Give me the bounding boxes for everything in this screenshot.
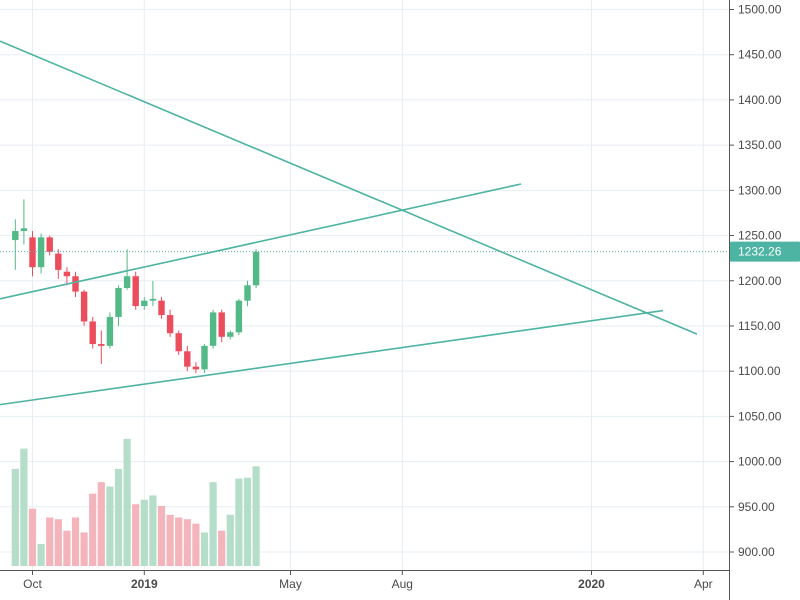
x-tick-label: May [279, 577, 302, 591]
y-tick-label: 1300.00 [738, 183, 782, 197]
volume-bar [132, 504, 140, 566]
volume-bar [157, 505, 166, 566]
candle-body [209, 312, 217, 346]
candle-body [46, 237, 53, 252]
candle-body [115, 287, 122, 317]
candle-body [218, 312, 225, 337]
y-tick-label: 1500.00 [738, 3, 782, 17]
axes: 1500.00 1450.00 1400.00 1350.00 1300.00 1250.… [0, 0, 782, 600]
y-tick-label: 1050.00 [738, 409, 782, 423]
candle-body [184, 351, 191, 367]
candle-body [106, 316, 114, 346]
volume-bar [200, 532, 209, 566]
volume-bar [218, 530, 226, 566]
trendline[interactable] [0, 309, 664, 406]
volume-bar [166, 514, 174, 566]
volume-bar [106, 486, 114, 566]
volume-bar [80, 532, 88, 566]
candle-body [244, 285, 251, 301]
volume-bar [28, 508, 37, 566]
y-tick-label: 900.00 [738, 545, 775, 559]
candle-body [72, 276, 79, 292]
volume-bar [243, 477, 252, 566]
candle-body [29, 237, 36, 268]
volume-bar [11, 468, 19, 566]
y-tick-label: 1200.00 [738, 274, 782, 288]
volume-bar [97, 482, 105, 566]
grid [0, 0, 729, 570]
last-price-tag: 1232.26 [730, 241, 800, 262]
x-tick-label: 2020 [578, 577, 605, 591]
volume-bar [46, 517, 54, 566]
candle-body [166, 315, 174, 334]
y-tick-label: 1000.00 [738, 455, 782, 469]
last-price-label: 1232.26 [738, 245, 782, 259]
volume-bar [123, 438, 131, 566]
volume-bar [252, 466, 260, 566]
candle-body [132, 276, 139, 307]
volume-bar [226, 514, 234, 566]
candle-body [123, 276, 131, 288]
y-tick-label: 950.00 [738, 500, 775, 514]
y-tick-label: 1450.00 [738, 48, 782, 62]
y-tick-label: 1350.00 [738, 138, 782, 152]
volume-bar [54, 519, 62, 566]
y-tick-label: 1150.00 [738, 319, 781, 333]
candle-body [235, 300, 243, 333]
volume-bar [183, 519, 191, 566]
volume-bar [192, 523, 200, 566]
candle-body [80, 291, 88, 322]
candle-body [149, 298, 157, 301]
volume-bar [89, 493, 97, 566]
candle-body [20, 228, 28, 232]
trendline[interactable] [0, 183, 522, 300]
trendlines[interactable] [0, 40, 698, 406]
x-tick-label: Oct [23, 577, 42, 591]
candle-body [141, 300, 148, 307]
x-tick-label: Aug [392, 577, 413, 591]
volume-bar [235, 478, 243, 566]
volume-bar [63, 530, 71, 566]
candle-body [252, 251, 260, 286]
volume-bars [11, 438, 260, 566]
candle-body [37, 237, 45, 268]
candle-body [158, 300, 165, 316]
candle-body [63, 271, 71, 277]
x-tick-label: Apr [694, 577, 713, 591]
candle-body [175, 333, 182, 352]
y-tick-label: 1400.00 [738, 93, 782, 107]
volume-bar [140, 499, 148, 566]
candle-body [89, 321, 96, 345]
candle-body [55, 253, 62, 270]
candle-body [12, 231, 19, 241]
volume-bar [37, 543, 45, 566]
candle-body [201, 345, 208, 370]
trendline[interactable] [0, 40, 698, 335]
last-price-tag-background [730, 241, 800, 262]
volume-bar [175, 517, 183, 566]
volume-bar [20, 448, 28, 566]
y-tick-label: 1250.00 [738, 229, 782, 243]
y-tick-label: 1100.00 [738, 364, 781, 378]
x-tick-label: 2019 [131, 577, 158, 591]
candle-body [192, 366, 200, 370]
candle-body [98, 344, 105, 346]
volume-bar [71, 517, 80, 566]
candles [12, 199, 260, 373]
volume-bar [209, 482, 217, 566]
candle-body [227, 332, 234, 337]
volume-bar [149, 495, 157, 566]
volume-bar [114, 468, 123, 566]
